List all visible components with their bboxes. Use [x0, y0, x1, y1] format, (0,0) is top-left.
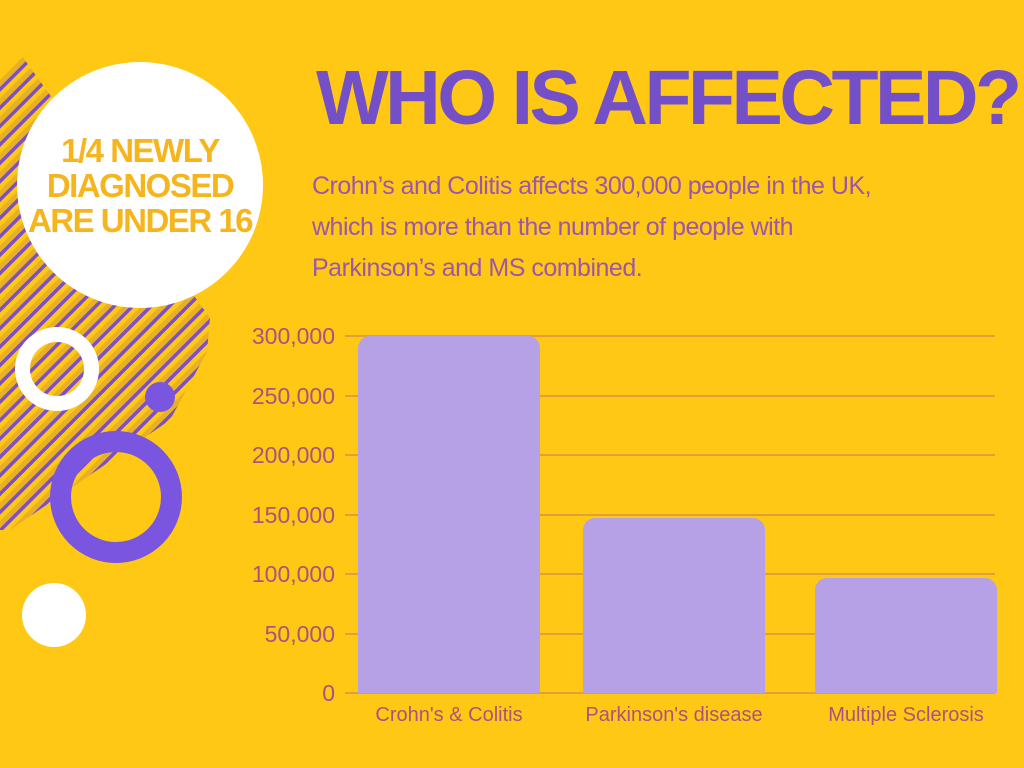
gridline: [345, 454, 995, 456]
y-axis-tick-label: 300,000: [251, 323, 335, 349]
white-dot-shape: [22, 583, 86, 647]
gridline: [345, 335, 995, 337]
bar-chart-plot-area: 300,000 250,000 200,000 150,000 100,000 50,00…: [252, 323, 997, 726]
y-axis-tick-label: 0: [322, 680, 335, 706]
y-axis-tick-label: 100,000: [251, 561, 335, 587]
gridline: [345, 692, 995, 694]
bar-Crohn's & Colitis: [358, 336, 540, 693]
x-axis-category-label: Multiple Sclerosis: [828, 704, 984, 726]
x-axis-category-label: Crohn's & Colitis: [375, 704, 523, 726]
stat-badge-line: DIAGNOSED: [46, 166, 235, 204]
description-line: which is more than the number of people …: [312, 213, 794, 241]
bar-Multiple Sclerosis: [815, 577, 997, 693]
stat-badge-line: 1/4 NEWLY: [61, 131, 220, 169]
y-axis-tick-label: 200,000: [251, 442, 335, 468]
gridline: [345, 513, 995, 516]
purple-dot-shape: [145, 382, 175, 412]
bar-Parkinson's disease: [583, 518, 765, 693]
stat-badge-text: 1/4 NEWLY DIAGNOSED ARE UNDER 16: [27, 131, 254, 239]
y-axis-tick-label: 50,000: [264, 620, 335, 647]
stat-badge-circle: 1/4 NEWLY DIAGNOSED ARE UNDER 16: [17, 62, 263, 308]
description-line: Crohn’s and Colitis affects 300,000 peop…: [312, 172, 872, 200]
stat-badge-line: ARE UNDER 16: [27, 201, 254, 239]
x-axis-category-label: Parkinson's disease: [585, 704, 763, 726]
page-title: WHO IS AFFECTED?: [316, 55, 1022, 141]
gridline: [345, 394, 995, 397]
y-axis-tick-label: 250,000: [251, 382, 335, 409]
description-text: Crohn’s and Colitis affects 300,000 peop…: [312, 166, 872, 289]
white-ring-shape: [15, 327, 99, 411]
y-axis-tick-label: 150,000: [251, 501, 335, 528]
purple-ring-shape: [50, 431, 182, 563]
description-line: Parkinson’s and MS combined.: [312, 254, 643, 282]
